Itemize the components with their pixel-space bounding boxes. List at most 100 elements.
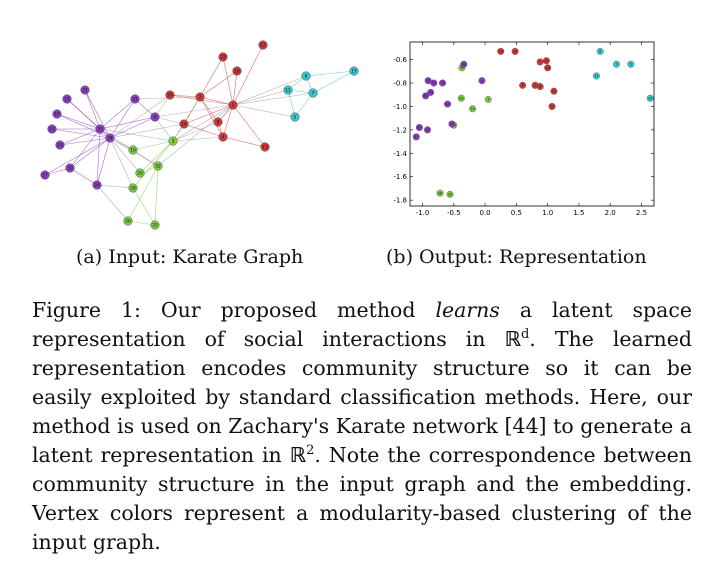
graph-edge (69, 137, 111, 169)
scatter-point (422, 92, 430, 100)
graph-node (128, 183, 138, 193)
graph-edge (154, 165, 159, 226)
scatter-point-label: 16 (440, 81, 444, 85)
graph-node (168, 136, 178, 146)
graph-edge (172, 104, 234, 142)
graph-node (258, 40, 268, 50)
graph-edge (127, 165, 159, 222)
graph-node-label: 27 (42, 173, 48, 179)
x-tick-label: 2.5 (636, 209, 647, 217)
scatter-point-label: 21 (425, 128, 429, 132)
scatter-point (613, 60, 620, 68)
scatter-point-label: 15 (450, 122, 454, 126)
scatter-point-label: 6 (599, 50, 601, 54)
graph-node (218, 132, 228, 142)
graph-node-label: 13 (262, 145, 268, 151)
scatter-point (592, 72, 600, 80)
scatter-point (439, 79, 446, 87)
scatter-point-label: 2 (534, 84, 536, 88)
superscript-d: d (520, 327, 530, 343)
scatter-point-label: 34 (428, 91, 432, 95)
graph-edge (109, 137, 134, 189)
scatter-point (424, 77, 432, 85)
scatter-point (430, 79, 438, 87)
graph-node-label: 26 (125, 219, 131, 225)
subcaption-a: (a) Input: Karate Graph (76, 246, 304, 268)
scatter-point (412, 133, 420, 141)
graph-node (290, 112, 300, 122)
scatter-point-label: 32 (460, 66, 464, 70)
graph-node-label: 8 (217, 120, 220, 126)
scatter-point (469, 105, 477, 113)
graph-edge (56, 113, 101, 130)
graph-node-label: 12 (260, 43, 266, 49)
graph-edge (157, 104, 234, 167)
graph-node-label: 6 (305, 74, 308, 80)
graph-edge (99, 98, 136, 130)
x-tick-label: 2.0 (605, 209, 616, 217)
graph-edge (154, 116, 174, 142)
scatter-point-label: 27 (414, 135, 418, 139)
graph-node (232, 66, 242, 76)
scatter-point (646, 94, 654, 102)
scatter-point (424, 126, 431, 134)
graph-node-label: 18 (234, 69, 240, 75)
caption-text-2: a latent space representation of social … (32, 298, 692, 351)
graph-node (95, 124, 105, 134)
scatter-point (446, 190, 454, 198)
graph-node-label: 20 (167, 93, 173, 99)
graph-edge (96, 184, 134, 189)
scatter-point (542, 57, 550, 65)
graph-edge (305, 70, 355, 77)
graph-edge (127, 220, 156, 226)
scatter-point-label: 8 (539, 85, 541, 89)
graph-node-label: 2 (199, 95, 202, 101)
graph-node (80, 85, 90, 95)
graph-edge (109, 98, 136, 139)
y-tick-label: -1.8 (393, 197, 407, 205)
scatter-point-label: 5 (630, 62, 632, 66)
graph-node (128, 145, 138, 155)
graph-node (165, 90, 175, 100)
graph-edge (169, 94, 201, 98)
graph-node-label: 31 (132, 97, 138, 103)
scatter-point-label: 17 (648, 96, 652, 100)
graph-node (130, 94, 140, 104)
scatter-point-label: 9 (481, 79, 483, 83)
graph-node (150, 112, 160, 122)
graph-edge (199, 70, 238, 98)
x-tick-label: 1.5 (573, 209, 584, 217)
graph-node-label: 9 (154, 115, 157, 121)
graph-node-label: 30 (67, 166, 73, 172)
graph-node (301, 71, 311, 81)
graph-node (52, 109, 62, 119)
graph-node-label: 25 (152, 223, 158, 229)
graph-node-label: 29 (137, 171, 143, 177)
scatter-point (596, 47, 604, 55)
graph-edge (56, 113, 111, 139)
graph-edge (154, 116, 185, 125)
graph-edge (232, 104, 296, 118)
graph-edge (132, 140, 174, 151)
graph-edge (232, 75, 307, 106)
graph-node (308, 88, 318, 98)
scatter-point (536, 83, 544, 90)
caption-label: Figure 1: (32, 298, 141, 322)
graph-edge (109, 137, 141, 174)
graph-edge (132, 187, 156, 226)
graph-node-label: 7 (312, 91, 315, 97)
graph-node-label: 5 (294, 115, 297, 121)
graph-edge (59, 128, 101, 146)
graph-node-label: 32 (155, 164, 161, 170)
reals-symbol: ℝ (504, 327, 521, 351)
graph-edge (96, 137, 111, 186)
reals-symbol-2: ℝ (289, 443, 307, 467)
graph-edge (172, 121, 219, 142)
graph-node-label: 10 (130, 148, 136, 154)
scatter-point (427, 88, 435, 96)
graph-node (40, 170, 50, 180)
x-tick-label: -0.5 (447, 209, 461, 217)
y-tick-label: -1.2 (393, 126, 407, 134)
graph-node-label: 34 (107, 136, 113, 142)
